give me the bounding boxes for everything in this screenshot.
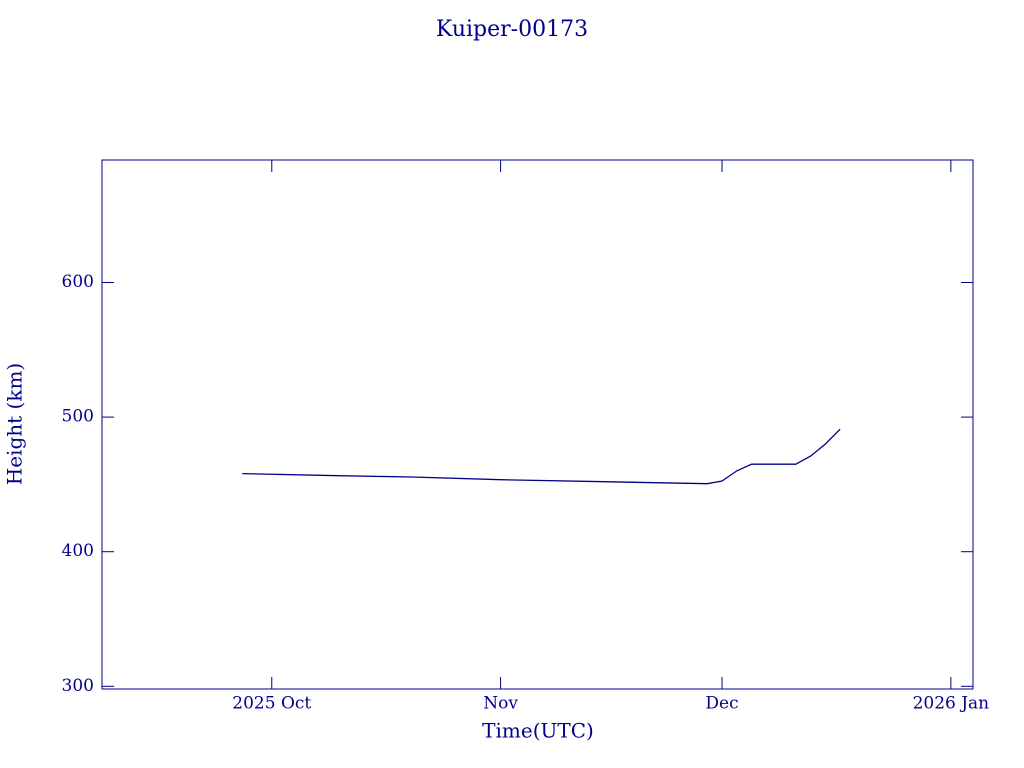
y-tick-label: 300 bbox=[62, 676, 94, 696]
x-axis-label: Time(UTC) bbox=[482, 719, 594, 743]
chart-title: Kuiper-00173 bbox=[436, 17, 588, 42]
x-tick-label: 2026 Jan bbox=[913, 694, 990, 714]
y-tick-label: 500 bbox=[62, 407, 94, 427]
x-tick-label: Nov bbox=[483, 694, 518, 714]
x-tick-label: 2025 Oct bbox=[232, 694, 311, 714]
y-tick-label: 400 bbox=[62, 541, 94, 561]
plot-frame bbox=[101, 159, 974, 690]
y-tick-label: 600 bbox=[62, 272, 94, 292]
y-axis-label: Height (km) bbox=[3, 363, 27, 485]
x-tick-label: Dec bbox=[705, 694, 738, 714]
data-line bbox=[242, 428, 841, 485]
